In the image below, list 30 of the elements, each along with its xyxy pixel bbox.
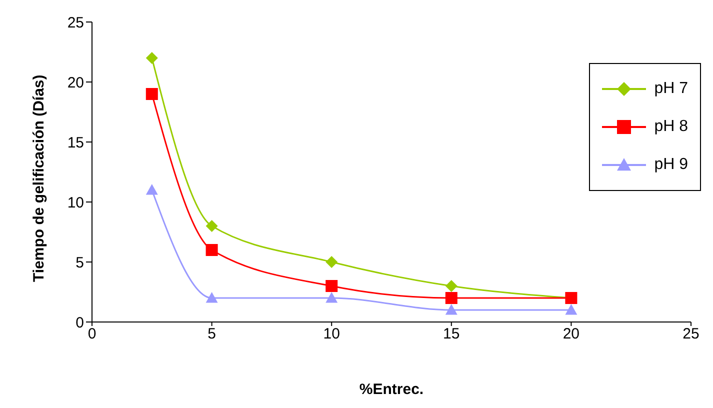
x-tick-label: 5 (208, 326, 216, 343)
legend-label: pH 7 (654, 80, 688, 98)
x-axis-title: %Entrec. (359, 381, 424, 398)
legend-label: pH 8 (654, 118, 688, 136)
y-tick-label: 5 (76, 254, 84, 272)
y-tick-label: 15 (67, 134, 84, 152)
y-axis-title: Tiempo de gelificación (Días) (30, 74, 48, 282)
point (445, 304, 458, 315)
y-tick-label: 0 (76, 314, 84, 332)
point (326, 292, 338, 303)
point (206, 244, 218, 256)
point (326, 256, 338, 268)
point (206, 220, 218, 232)
point (146, 52, 158, 64)
y-tick-label: 10 (67, 194, 84, 212)
y-tick-label: 25 (67, 14, 84, 32)
x-tick-label: 15 (443, 326, 460, 343)
x-tick-label: 0 (88, 326, 96, 343)
point (445, 280, 458, 292)
point (146, 184, 158, 195)
y-tick-label: 20 (67, 74, 84, 92)
point (445, 292, 458, 304)
x-tick-label: 10 (323, 326, 340, 343)
point (146, 88, 158, 100)
point (326, 280, 338, 292)
x-tick-label: 20 (562, 326, 580, 343)
x-tick-label: 25 (682, 326, 700, 343)
point (206, 292, 218, 303)
legend-label: pH 9 (654, 156, 688, 174)
point (565, 304, 578, 315)
